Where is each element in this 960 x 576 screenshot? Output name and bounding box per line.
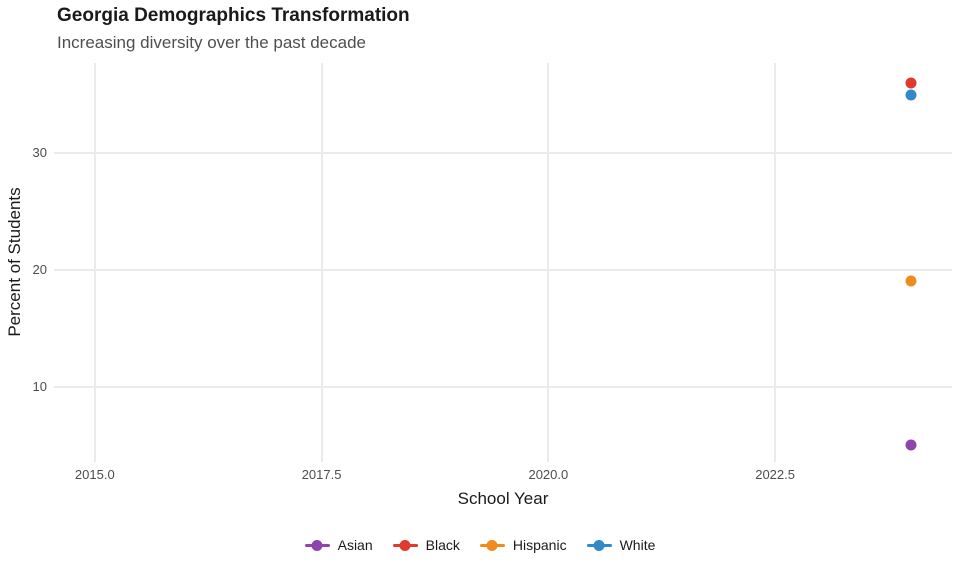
x-tick-label-2022.5: 2022.5	[755, 467, 795, 482]
plot-panel	[54, 63, 952, 462]
data-point-black	[905, 77, 917, 89]
y-axis-title: Percent of Students	[5, 187, 24, 337]
chart-title: Georgia Demographics Transformation	[57, 5, 410, 26]
legend-key-dot	[486, 539, 498, 551]
data-point-white	[905, 89, 917, 101]
legend-item-asian: Asian	[304, 537, 373, 553]
x-tick-label-2017.5: 2017.5	[301, 467, 342, 482]
chart-subtitle: Increasing diversity over the past decad…	[57, 33, 367, 52]
gridline-y-10	[54, 385, 952, 388]
legend-label: Black	[425, 537, 460, 553]
legend-key-icon	[392, 539, 418, 552]
legend-key-dot	[399, 539, 411, 551]
legend-key-icon	[479, 539, 505, 552]
data-point-hispanic	[905, 275, 917, 287]
legend-label: Asian	[337, 537, 373, 553]
legend: Asian Black Hispanic White	[0, 537, 960, 553]
gridline-x-2017.5	[320, 63, 323, 462]
gridline-x-2020	[547, 63, 550, 462]
data-point-asian	[905, 439, 917, 451]
legend-item-white: White	[586, 537, 656, 553]
y-tick-label-20: 20	[32, 261, 47, 277]
gridline-y-30	[54, 151, 952, 154]
gridline-x-2015	[93, 63, 96, 462]
y-tick-label-30: 30	[32, 144, 47, 160]
legend-key-dot	[311, 539, 323, 551]
legend-item-black: Black	[392, 537, 460, 553]
legend-item-hispanic: Hispanic	[479, 537, 567, 553]
y-tick-label-10: 10	[32, 378, 47, 394]
x-tick-label-2015.0: 2015.0	[74, 467, 115, 482]
x-axis-title: School Year	[457, 489, 549, 508]
gridline-y-20	[54, 268, 952, 271]
x-tick-label-2020.0: 2020.0	[528, 467, 569, 482]
legend-label: Hispanic	[512, 537, 567, 553]
legend-label: White	[619, 537, 656, 553]
legend-key-icon	[586, 539, 612, 552]
gridline-x-2022.5	[774, 63, 777, 462]
legend-key-dot	[593, 539, 605, 551]
legend-key-icon	[304, 539, 330, 552]
